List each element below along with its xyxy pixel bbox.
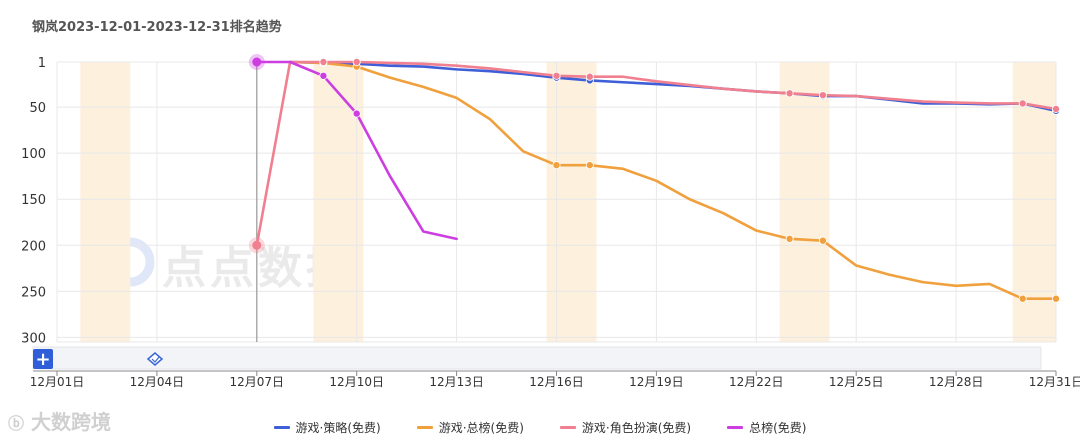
series-point — [352, 109, 361, 118]
x-tick-label: 12月16日 — [529, 375, 584, 389]
series-point — [319, 71, 328, 80]
series-0 — [288, 60, 1061, 115]
x-tick-label: 12月04日 — [130, 375, 185, 389]
x-tick-label: 12月28日 — [929, 375, 984, 389]
zoom-slider-track — [32, 346, 1042, 370]
y-tick-label: 300 — [21, 331, 46, 346]
legend-label: 游戏·总榜(免费) — [438, 421, 524, 435]
series-point — [785, 234, 794, 243]
legend-swatch — [416, 426, 433, 429]
slider-handle-check-icon — [151, 356, 160, 363]
series-point — [1018, 294, 1027, 303]
series-1 — [288, 58, 1061, 303]
series-point — [585, 161, 594, 170]
y-tick-label: 200 — [21, 239, 46, 254]
series-point — [552, 71, 561, 80]
x-tick-label: 12月31日 — [1029, 375, 1080, 389]
weekend-band — [313, 62, 364, 342]
x-tick-label: 12月22日 — [729, 375, 784, 389]
weekend-band — [779, 62, 830, 342]
x-tick-label: 12月01日 — [30, 375, 85, 389]
x-tick-label: 12月07日 — [230, 375, 285, 389]
y-tick-label: 150 — [21, 193, 46, 208]
legend-item-overall[interactable]: 总榜(免费) — [727, 419, 806, 436]
series-line — [288, 60, 1058, 113]
watermark-corner-text: 大数跨境 — [30, 410, 111, 434]
slider-add-button[interactable] — [33, 349, 53, 369]
x-tick-label: 12月10日 — [329, 375, 384, 389]
series-point — [818, 91, 827, 100]
y-tick-label: 50 — [29, 101, 46, 116]
series-point — [552, 161, 561, 170]
chart-legend: 游戏·策略(免费) 游戏·总榜(免费) 游戏·角色扮演(免费) 总榜(免费) — [0, 419, 1080, 436]
series-point — [1052, 104, 1061, 113]
x-tick-label: 12月13日 — [429, 375, 484, 389]
watermark-corner-icon: ⓑ — [8, 414, 25, 433]
legend-swatch — [559, 426, 576, 429]
legend-label: 游戏·角色扮演(免费) — [581, 421, 692, 435]
weekend-band — [80, 62, 131, 342]
series-point — [585, 72, 594, 81]
chart-title: 钢岚2023-12-01-2023-12-31排名趋势 — [32, 20, 282, 35]
legend-swatch — [273, 426, 290, 429]
watermark-corner: ⓑ 大数跨境 — [8, 406, 111, 435]
series-point — [1018, 99, 1027, 108]
hover-point — [252, 240, 262, 250]
series-line — [288, 60, 1058, 301]
y-tick-label: 1 — [38, 56, 46, 71]
legend-item-strategy[interactable]: 游戏·策略(免费) — [273, 419, 381, 436]
y-tick-label: 250 — [21, 285, 46, 300]
legend-swatch — [727, 426, 744, 429]
series-point — [352, 58, 361, 67]
hover-point — [252, 57, 262, 67]
series-point — [1052, 294, 1061, 303]
legend-item-rpg[interactable]: 游戏·角色扮演(免费) — [559, 419, 692, 436]
series-point — [785, 89, 794, 98]
series-point — [818, 236, 827, 245]
slider-handle-icon[interactable] — [146, 352, 164, 366]
weekend-band — [546, 62, 597, 342]
legend-label: 游戏·策略(免费) — [295, 421, 381, 435]
series-point — [319, 58, 328, 67]
series-line — [255, 60, 1058, 247]
x-tick-label: 12月19日 — [629, 375, 684, 389]
y-tick-label: 100 — [21, 147, 46, 162]
legend-label: 总榜(免费) — [749, 421, 807, 435]
x-tick-label: 12月25日 — [829, 375, 884, 389]
plus-icon: + — [35, 349, 50, 370]
legend-item-game-overall[interactable]: 游戏·总榜(免费) — [416, 419, 524, 436]
